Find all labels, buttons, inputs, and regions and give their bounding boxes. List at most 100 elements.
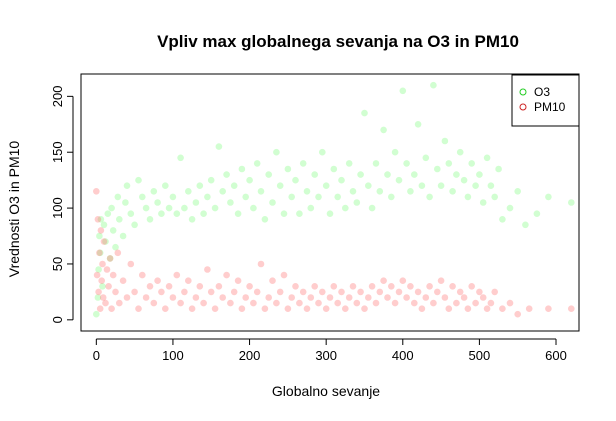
- data-point: [265, 171, 273, 178]
- data-point: [288, 294, 296, 301]
- data-point: [426, 193, 433, 201]
- x-axis: 0 100 200 300 400 500 600: [93, 338, 567, 363]
- data-point: [173, 210, 181, 217]
- data-point: [380, 277, 387, 285]
- data-point: [150, 188, 158, 195]
- data-point: [499, 216, 506, 223]
- data-point: [162, 305, 169, 313]
- data-point: [476, 288, 483, 296]
- y-axis-title: Vrednosti O3 in PM10: [6, 141, 22, 278]
- data-point: [150, 299, 158, 307]
- data-point: [257, 260, 265, 268]
- data-point: [177, 154, 184, 162]
- data-point: [112, 288, 119, 296]
- data-point: [365, 294, 372, 301]
- data-point: [472, 299, 479, 307]
- data-point: [109, 227, 117, 234]
- data-point: [173, 271, 181, 279]
- data-point: [234, 210, 242, 217]
- data-point: [103, 266, 111, 273]
- data-point: [403, 294, 410, 301]
- data-point: [533, 210, 541, 217]
- data-point: [253, 160, 261, 167]
- data-point: [273, 299, 280, 307]
- data-point: [299, 160, 307, 167]
- data-point: [388, 283, 395, 290]
- data-point: [96, 305, 104, 313]
- data-point: [261, 305, 269, 313]
- y-tick-label: 200: [50, 85, 65, 107]
- data-point: [380, 126, 387, 134]
- data-point: [276, 182, 284, 189]
- data-point: [407, 283, 414, 290]
- axes-layer: 0 100 200 300 400 500 600 0 50 100 150 200: [50, 85, 567, 363]
- data-point: [434, 288, 441, 296]
- data-point: [265, 294, 273, 301]
- data-point: [453, 299, 460, 307]
- data-point: [99, 260, 106, 268]
- data-point: [365, 182, 372, 189]
- data-point: [97, 227, 105, 234]
- data-point: [211, 204, 219, 212]
- data-point: [246, 176, 253, 184]
- data-point: [106, 255, 114, 262]
- data-point: [242, 294, 249, 301]
- data-point: [368, 283, 376, 290]
- data-point: [545, 305, 552, 313]
- data-point: [114, 193, 122, 201]
- data-point: [399, 87, 407, 95]
- x-axis-title: Globalno sevanje: [272, 383, 380, 399]
- data-point: [499, 305, 506, 313]
- data-point: [119, 232, 127, 240]
- data-point: [127, 210, 135, 217]
- data-point: [99, 283, 106, 290]
- data-point: [100, 221, 108, 229]
- data-point: [522, 221, 529, 229]
- data-point: [192, 199, 200, 206]
- legend-label: O3: [534, 85, 550, 99]
- data-point: [345, 160, 353, 167]
- data-point: [119, 277, 127, 285]
- data-point: [139, 193, 146, 201]
- data-point: [395, 288, 403, 296]
- data-point: [131, 288, 138, 296]
- data-point: [123, 294, 131, 301]
- data-point: [479, 294, 487, 301]
- x-tick-label: 600: [545, 348, 567, 363]
- data-point: [93, 271, 101, 279]
- data-point: [338, 288, 345, 296]
- data-point: [418, 182, 426, 189]
- y-tick-label: 150: [50, 141, 65, 163]
- data-point: [154, 277, 161, 285]
- data-point: [491, 193, 499, 201]
- legend-marker: [519, 88, 527, 96]
- data-point: [307, 294, 315, 301]
- data-point: [437, 182, 445, 189]
- data-point: [357, 288, 364, 296]
- data-point: [188, 216, 196, 223]
- data-point: [230, 288, 238, 296]
- data-point: [292, 283, 299, 290]
- data-point: [338, 176, 345, 184]
- data-point: [460, 294, 468, 301]
- data-point: [246, 283, 253, 290]
- plot-frame: [80, 73, 580, 332]
- data-point: [441, 294, 449, 301]
- data-point: [296, 299, 303, 307]
- data-point: [100, 238, 108, 245]
- data-point: [330, 283, 338, 290]
- data-point: [319, 148, 326, 156]
- data-point: [349, 283, 357, 290]
- data-point: [108, 204, 115, 212]
- data-point: [460, 176, 468, 184]
- data-point: [114, 249, 122, 257]
- data-point: [219, 294, 226, 301]
- data-point: [479, 199, 487, 206]
- data-point: [399, 277, 407, 285]
- data-point: [464, 305, 472, 313]
- data-point: [514, 310, 521, 318]
- data-point: [284, 165, 292, 173]
- data-point: [319, 288, 326, 296]
- data-point: [122, 199, 129, 206]
- data-point: [315, 193, 322, 201]
